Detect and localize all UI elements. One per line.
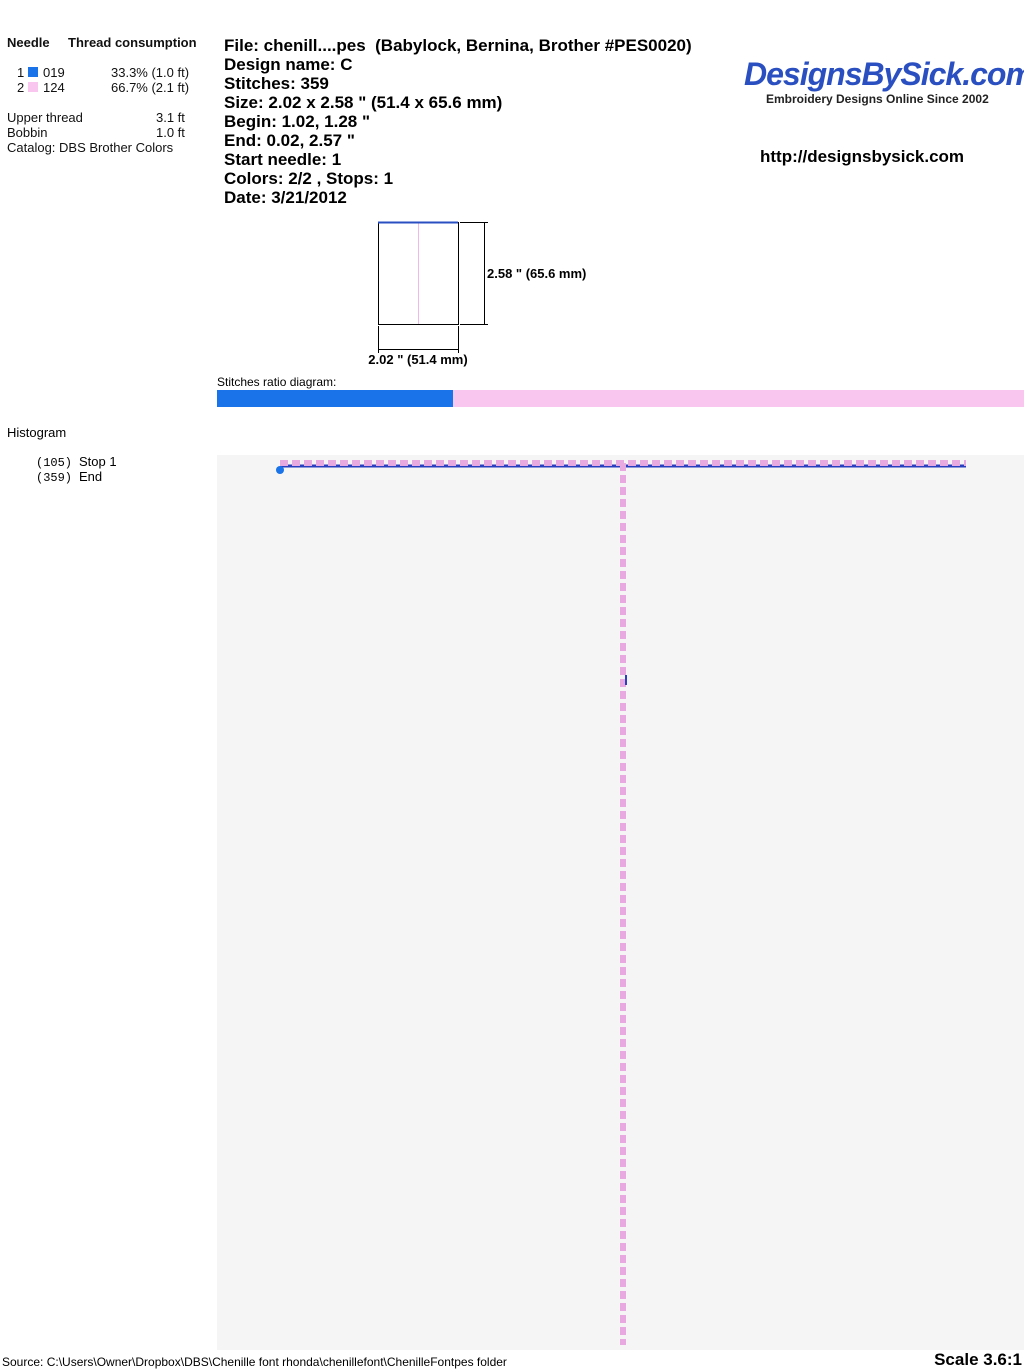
info-line: End: 0.02, 2.57 " [224, 131, 355, 150]
height-label: 2.58 " (65.6 mm) [487, 266, 586, 281]
design-info: File: chenill....pes (Babylock, Bernina,… [224, 36, 692, 207]
info-line: Colors: 2/2 , Stops: 1 [224, 169, 394, 188]
needle-code: 019 [43, 65, 65, 80]
histogram-count: (359) [36, 471, 72, 485]
header-consumption: Thread consumption [68, 35, 197, 50]
thread-label: Upper thread [7, 110, 83, 125]
url: http://designsbysick.com [760, 147, 965, 166]
logo: DesignsBySick.com [744, 56, 1024, 92]
info-line: Begin: 1.02, 1.28 " [224, 112, 371, 131]
stitch-start [276, 466, 284, 474]
thread-label: Bobbin [7, 125, 48, 140]
footer-scale: Scale 3.6:1 [934, 1350, 1022, 1369]
needle-number: 1 [17, 65, 25, 80]
histogram-label: Stop 1 [79, 454, 117, 469]
width-label: 2.02 " (51.4 mm) [368, 352, 467, 367]
needle-code: 124 [43, 80, 65, 95]
ratio-segment [217, 390, 454, 407]
header-needle: Needle [7, 35, 50, 50]
histogram-count: (105) [36, 456, 72, 470]
catalog: Catalog: DBS Brother Colors [7, 140, 174, 155]
info-line: File: chenill....pes (Babylock, Bernina,… [224, 36, 692, 55]
thread-value: 1.0 ft [156, 125, 185, 140]
info-line: Stitches: 359 [224, 74, 329, 93]
needle-swatch [28, 82, 38, 92]
info-line: Size: 2.02 x 2.58 " (51.4 x 65.6 mm) [224, 93, 503, 112]
histogram-label: End [79, 469, 102, 484]
footer-source: Source: C:\Users\Owner\Dropbox\DBS\Cheni… [2, 1355, 507, 1369]
ratio-segment [453, 390, 1024, 407]
needle-swatch [28, 67, 38, 77]
thread-value: 3.1 ft [156, 110, 185, 125]
needle-number: 2 [17, 80, 25, 95]
histogram-title: Histogram [7, 425, 66, 440]
info-line: Start needle: 1 [224, 150, 342, 169]
info-line: Date: 3/21/2012 [224, 188, 347, 207]
logo-tagline: Embroidery Designs Online Since 2002 [766, 92, 989, 106]
info-line: Design name: C [224, 55, 353, 74]
needle-consumption: 66.7% (2.1 ft) [111, 80, 190, 95]
ratio-label: Stitches ratio diagram: [217, 375, 336, 389]
needle-consumption: 33.3% (1.0 ft) [111, 65, 190, 80]
